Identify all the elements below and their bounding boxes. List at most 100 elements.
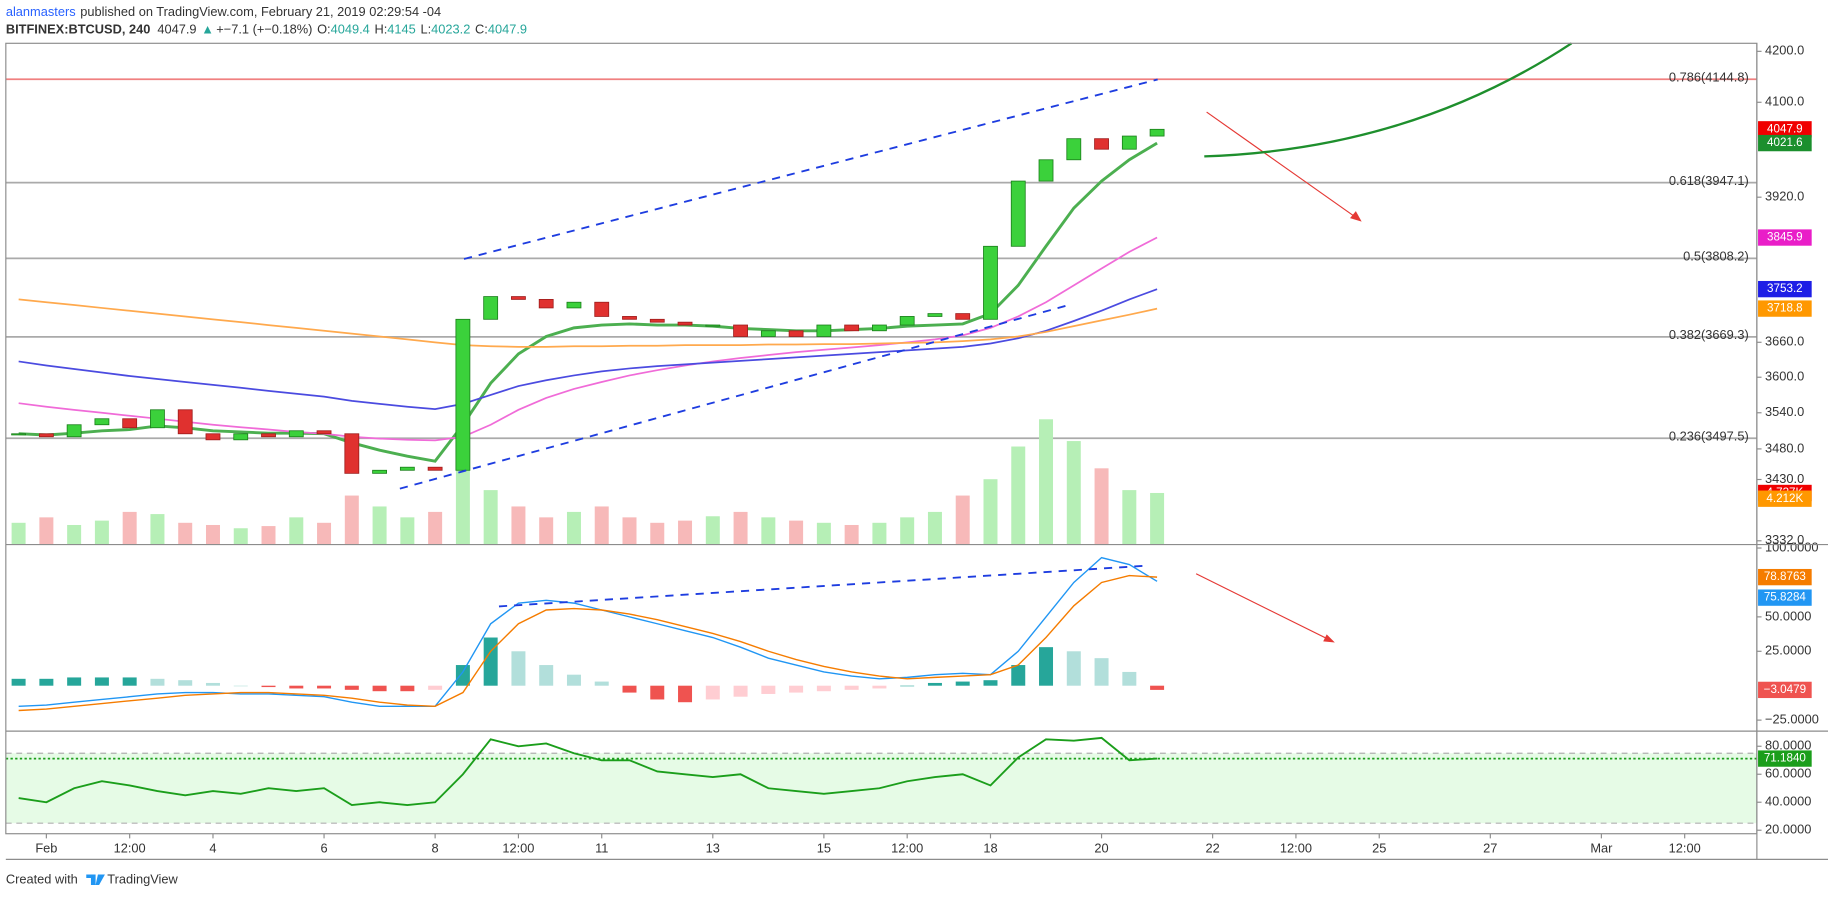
ohlc-label: L: bbox=[420, 22, 431, 37]
volume-bar bbox=[539, 517, 554, 545]
candle bbox=[788, 330, 804, 337]
author[interactable]: alanmasters bbox=[6, 4, 76, 19]
histogram-bar bbox=[622, 685, 637, 693]
histogram-bar bbox=[539, 665, 554, 686]
price-tag: 78.8763 bbox=[1764, 570, 1806, 583]
histogram-bar bbox=[955, 681, 970, 686]
price-tag: 4.212K bbox=[1766, 492, 1803, 505]
volume-bar bbox=[67, 524, 82, 545]
volume-bar bbox=[733, 511, 748, 545]
histogram-bar bbox=[94, 677, 109, 686]
histogram-bar bbox=[1011, 665, 1026, 686]
y-tick-label: 80.0000 bbox=[1765, 738, 1811, 753]
price-tag: 3718.8 bbox=[1767, 302, 1803, 315]
ohlc-label: C: bbox=[475, 22, 488, 37]
fib-label: 0.236(3497.5) bbox=[1669, 429, 1749, 444]
candle bbox=[649, 318, 665, 323]
x-tick-label: 11 bbox=[595, 840, 608, 855]
moving-average bbox=[18, 141, 1158, 463]
histogram-bar bbox=[650, 685, 665, 700]
x-tick-label: 12:00 bbox=[502, 840, 534, 855]
volume-bar bbox=[678, 520, 693, 545]
volume-bar bbox=[622, 517, 637, 545]
candle bbox=[872, 324, 887, 332]
candle bbox=[455, 318, 471, 471]
up-icon: ▲ bbox=[201, 22, 214, 37]
candle bbox=[38, 433, 54, 438]
x-tick-label: Mar bbox=[1590, 840, 1613, 855]
histogram-bar bbox=[983, 680, 998, 686]
candle bbox=[1094, 138, 1109, 150]
price-tag-bg bbox=[1758, 490, 1812, 507]
histogram-bar bbox=[900, 685, 915, 687]
candle bbox=[927, 313, 943, 317]
volume-bar bbox=[372, 506, 387, 545]
volume-bar bbox=[483, 490, 498, 545]
price-tag: −3.0479 bbox=[1764, 683, 1806, 696]
x-tick-label: 12:00 bbox=[114, 840, 146, 855]
x-tick-label: 27 bbox=[1483, 840, 1497, 855]
volume-bar bbox=[927, 511, 942, 545]
y-tick-label: 3920.0 bbox=[1765, 189, 1804, 204]
symbol: BITFINEX:BTCUSD, 240 bbox=[6, 22, 151, 37]
histogram-bar bbox=[733, 685, 748, 697]
candle bbox=[1149, 128, 1165, 137]
price-tag-bg bbox=[1758, 280, 1812, 298]
price-tag: 4047.9 bbox=[1767, 122, 1803, 135]
histogram-bar bbox=[317, 685, 332, 689]
volume-bar bbox=[344, 495, 359, 545]
candle bbox=[594, 301, 610, 317]
published: published on TradingView.com, February 2… bbox=[80, 4, 441, 19]
moving-average bbox=[18, 288, 1158, 411]
price-tag: 71.1840 bbox=[1764, 752, 1807, 765]
candle bbox=[844, 324, 860, 332]
ohlc-value: 4145 bbox=[387, 22, 416, 37]
volume-bar bbox=[317, 522, 332, 545]
volume-bar bbox=[900, 517, 915, 545]
volume-bar bbox=[39, 517, 54, 545]
ohlc-label: O: bbox=[317, 22, 331, 37]
histogram-bar bbox=[1066, 651, 1081, 686]
y-tick-label: 100.0000 bbox=[1765, 539, 1818, 554]
y-tick-label: 4200.0 bbox=[1765, 43, 1804, 58]
ohlc-label: H: bbox=[374, 22, 387, 37]
histogram-bar bbox=[372, 685, 387, 692]
candle bbox=[66, 424, 82, 438]
candle bbox=[150, 409, 165, 429]
price-tag: 4021.6 bbox=[1767, 136, 1803, 149]
last-price: 4047.9 bbox=[157, 22, 196, 37]
y-tick-label: 3332.0 bbox=[1765, 532, 1804, 547]
footer-brand[interactable]: TradingView bbox=[107, 872, 178, 887]
histogram-bar bbox=[261, 685, 276, 688]
candle bbox=[1038, 159, 1054, 182]
volume-bar bbox=[1094, 468, 1109, 545]
histogram-bar bbox=[511, 651, 526, 686]
publish-line: alanmasters published on TradingView.com,… bbox=[6, 4, 441, 19]
candle bbox=[427, 466, 443, 471]
volume-bar bbox=[761, 517, 776, 545]
price-tag-bg bbox=[1758, 229, 1812, 246]
volume-bar bbox=[844, 524, 859, 545]
candle bbox=[955, 313, 971, 320]
histogram-bar bbox=[566, 674, 581, 686]
x-tick-label: 8 bbox=[432, 840, 439, 855]
volume-bar bbox=[94, 520, 109, 545]
ohlc-value: 4049.4 bbox=[331, 22, 370, 37]
candle bbox=[288, 430, 304, 438]
candle bbox=[316, 430, 332, 435]
y-tick-label: 3480.0 bbox=[1765, 440, 1804, 455]
x-tick-label: 15 bbox=[817, 840, 831, 855]
histogram-bar bbox=[67, 677, 82, 686]
trend-line bbox=[399, 304, 1067, 490]
price-tag-bg bbox=[1758, 134, 1812, 152]
volume-bar bbox=[983, 479, 998, 545]
histogram-bar bbox=[705, 685, 720, 700]
candle bbox=[511, 296, 526, 300]
price-tag-bg bbox=[1758, 300, 1812, 317]
y-tick-label: 25.0000 bbox=[1765, 643, 1811, 658]
volume-bar bbox=[1066, 441, 1081, 545]
candle bbox=[483, 296, 499, 320]
candle bbox=[538, 298, 554, 309]
